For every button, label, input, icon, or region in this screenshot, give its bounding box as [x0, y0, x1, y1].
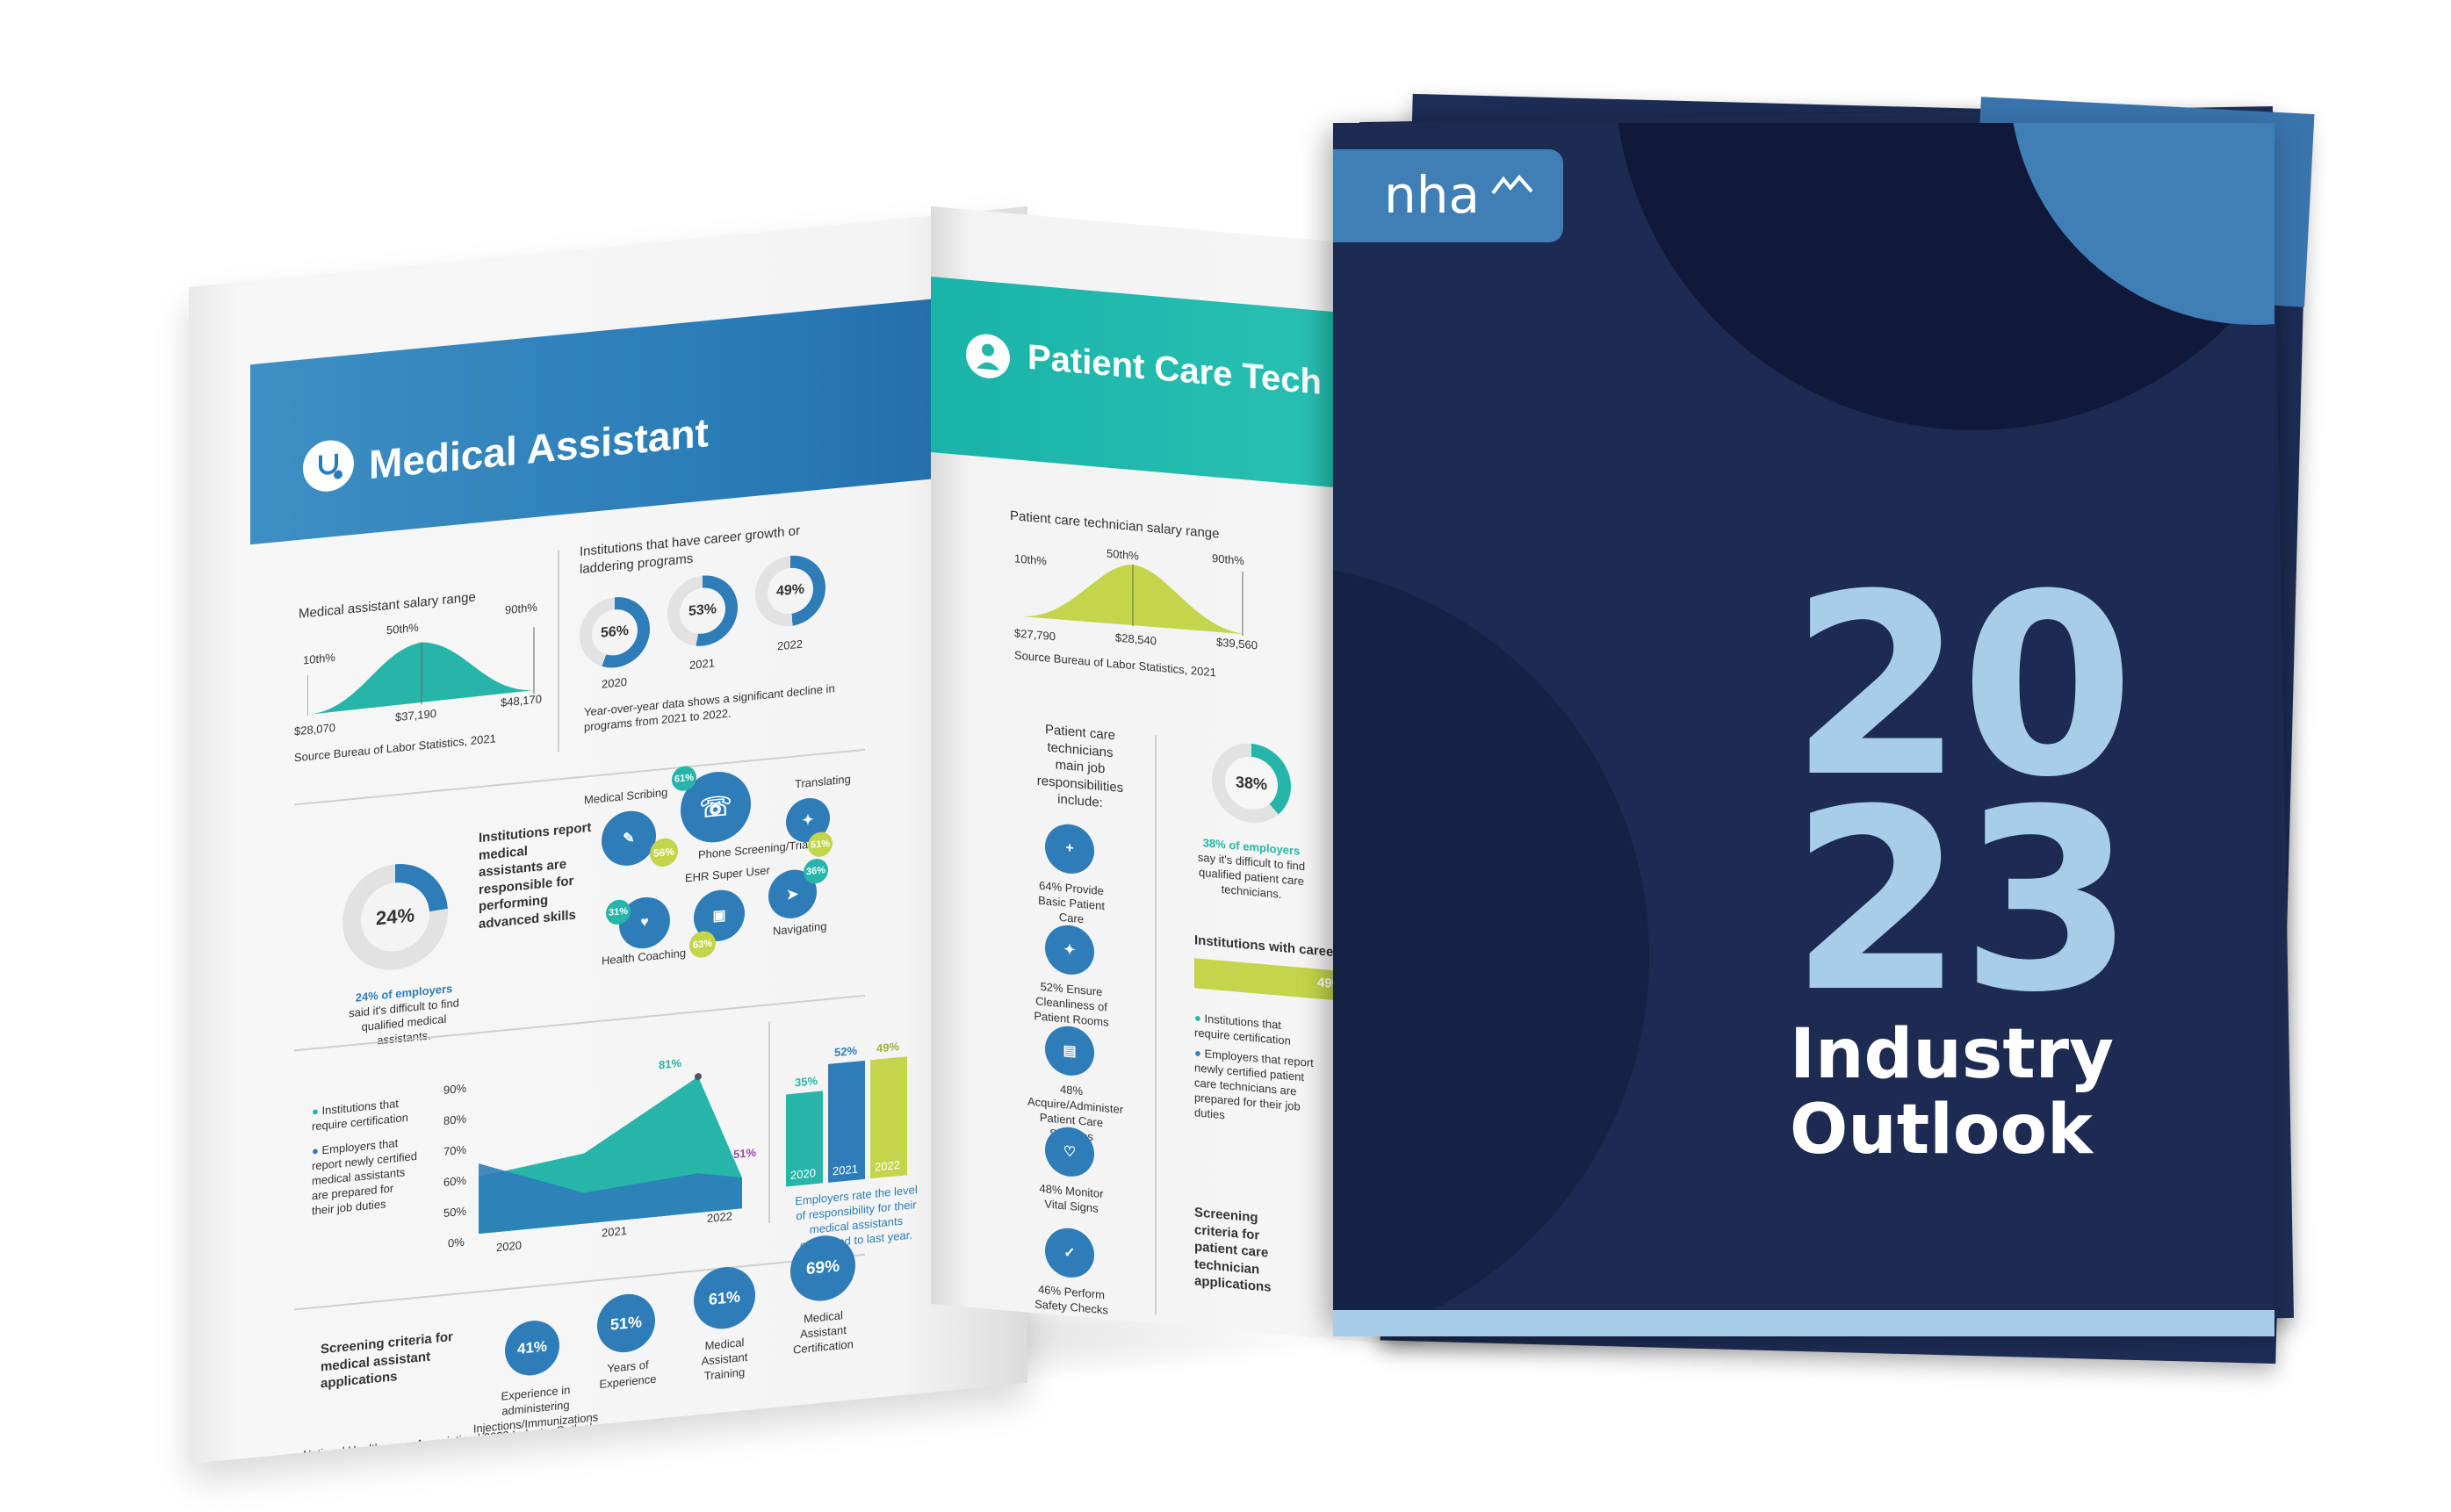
clipboard-icon: ▤ [1045, 1024, 1094, 1078]
logo-tab: nha [1333, 149, 1563, 242]
salary-distribution-curve [1019, 565, 1247, 637]
screening-label-2: Years of Experience [599, 1357, 657, 1391]
cover-title-line2: Outlook [1790, 1091, 2093, 1170]
responsibility-1: 64% Provide Basic Patient Care [1038, 878, 1105, 926]
bar-value-2022: 49% [876, 1040, 900, 1055]
screening-label-3: Medical Assistant Training [701, 1336, 748, 1383]
y-tick-60: 60% [443, 1173, 467, 1190]
salary-source: Source Bureau of Labor Statistics, 2021 [294, 731, 496, 765]
screening-value-2: 51% [597, 1291, 655, 1356]
legend-2: ● Employers that report newly certified … [1194, 1046, 1314, 1121]
x-tick-2022: 2022 [707, 1209, 732, 1226]
responsibility-4: 48% Monitor Vital Signs [1039, 1181, 1104, 1215]
salary-high: $48,170 [501, 692, 542, 709]
certification-area-chart [479, 1073, 742, 1235]
divider [768, 1021, 770, 1224]
patient-icon [966, 332, 1010, 380]
career-ring-2022: 49% [755, 552, 825, 630]
chart-peak-label: 81% [659, 1055, 682, 1072]
y-tick-70: 70% [443, 1142, 467, 1159]
salary-low: $27,790 [1014, 626, 1056, 644]
patient-care-banner: Patient Care Tech [931, 277, 1423, 499]
responsibilities-title: Patient care technicians main job respon… [1036, 722, 1124, 811]
chart-legend-2: ● Employers that report newly certified … [312, 1136, 417, 1218]
skill-label-scribing: Medical Scribing [584, 785, 668, 807]
x-tick-2020: 2020 [496, 1238, 522, 1255]
page-title: Patient Care Tech [1027, 337, 1322, 402]
bar-year-2022: 2022 [875, 1157, 900, 1174]
screening-value-3: 61% [694, 1264, 755, 1332]
logo-mark-icon [1491, 174, 1533, 195]
cover-circle-bottom [1333, 562, 1649, 1321]
skill-label-coaching: Health Coaching [602, 946, 687, 968]
skill-value-navigating: 36% [804, 857, 828, 885]
salary-mid: $28,540 [1115, 630, 1157, 648]
skills-title: Institutions report medical assistants a… [479, 819, 592, 932]
page-footer: National Healthcareer Association | 2023… [303, 1420, 595, 1462]
responsibility-2: 52% Ensure Cleanliness of Patient Rooms [1034, 979, 1109, 1029]
report-cover: nha 20 23 Industry Outlook [1333, 123, 2274, 1321]
skill-value-translating: 51% [808, 831, 833, 859]
shield-icon: ✓ [1045, 1226, 1094, 1280]
scribing-icon: ✎ [602, 808, 656, 868]
legend-1: ● Institutions that require certificatio… [1194, 1011, 1291, 1048]
screening-label-4: Medical Assistant Certification [793, 1308, 854, 1357]
screening-title: Screening criteria for patient care tech… [1194, 1205, 1272, 1295]
nha-logo: nha [1384, 165, 1481, 225]
career-ring-2020: 56% [580, 594, 650, 672]
skill-value-ehr: 63% [689, 930, 716, 960]
page-title: Medical Assistant [369, 408, 709, 488]
salary-mid: $37,190 [395, 706, 436, 724]
salary-title: Patient care technician salary range [1010, 508, 1220, 542]
chart-legend-1: ● Institutions that require certificatio… [312, 1096, 408, 1134]
career-year-2020: 2020 [602, 674, 627, 691]
bar-year-2021: 2021 [833, 1162, 858, 1178]
salary-distribution-curve [307, 627, 536, 716]
divider [558, 550, 559, 752]
difficulty-note: 38% of employers say it's difficult to f… [1197, 836, 1306, 901]
skill-label-navigating: Navigating [773, 919, 827, 938]
x-tick-2021: 2021 [602, 1223, 627, 1240]
y-tick-90: 90% [443, 1081, 467, 1098]
cover-title-line1: Industry [1790, 1015, 2114, 1094]
career-year-2022: 2022 [777, 637, 803, 653]
skill-value-scribing: 56% [650, 837, 678, 868]
y-tick-50: 50% [443, 1204, 467, 1220]
career-year-2021: 2021 [689, 656, 715, 673]
divider [294, 1253, 865, 1311]
plus-icon: + [1045, 822, 1094, 876]
y-tick-80: 80% [443, 1112, 467, 1128]
cover-year-top: 20 [1790, 541, 2135, 832]
sparkle-icon: ✦ [1045, 923, 1094, 977]
difficulty-ring: 24% [342, 859, 448, 976]
y-tick-0: 0% [448, 1235, 465, 1250]
career-ring-2021: 53% [667, 572, 738, 650]
bar-value-2020: 35% [795, 1074, 818, 1090]
salary-title: Medical assistant salary range [299, 589, 476, 622]
divider [1155, 735, 1157, 1315]
salary-p90: 90th% [505, 600, 537, 617]
cover-year-bottom: 23 [1790, 756, 2135, 1048]
career-title: Institutions with career [1194, 932, 1339, 961]
salary-low: $28,070 [294, 720, 335, 738]
screening-value-1: 41% [505, 1318, 559, 1379]
skill-label-ehr: EHR Super User [685, 863, 770, 885]
difficulty-ring: 38% [1212, 739, 1291, 826]
medical-assistant-banner: Medical Assistant [250, 288, 1027, 545]
brochure-left-page: Medical Assistant Medical assistant sala… [189, 206, 1027, 1464]
salary-high: $39,560 [1216, 635, 1258, 652]
chart-end-label: 51% [733, 1145, 757, 1162]
skill-label-translating: Translating [795, 772, 851, 791]
cover-bottom-stripe [1333, 1310, 2274, 1336]
bar-year-2020: 2020 [790, 1166, 816, 1182]
salary-source: Source Bureau of Labor Statistics, 2021 [1014, 648, 1216, 680]
stethoscope-icon [303, 437, 354, 494]
screening-title: Screening criteria for medical assistant… [321, 1328, 453, 1392]
bar-value-2021: 52% [834, 1043, 858, 1060]
brochure-right-page: Patient Care Tech Patient care technicia… [931, 206, 1423, 1347]
